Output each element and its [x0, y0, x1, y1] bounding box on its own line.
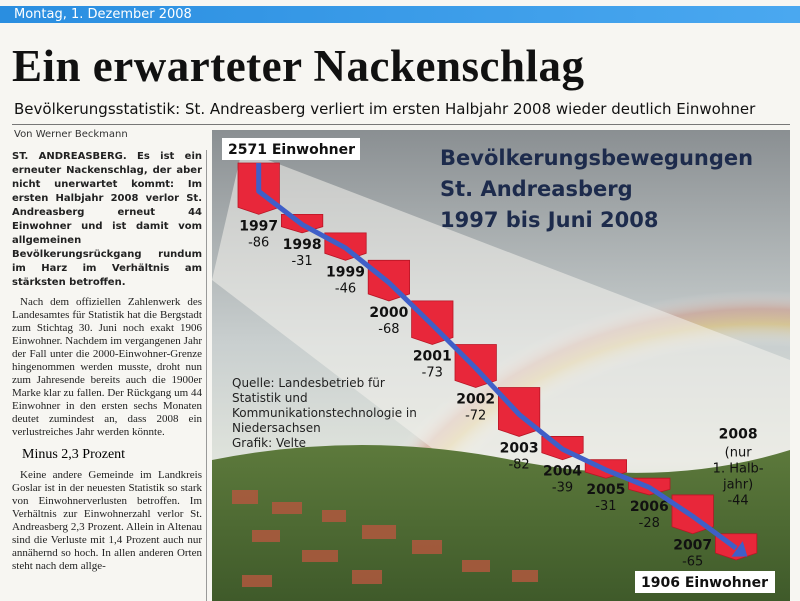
article: ST. ANDREASBERG. Es ist ein erneuter Nac…	[12, 150, 202, 601]
column-rule	[206, 150, 207, 601]
subheading: Minus 2,3 Prozent	[22, 447, 126, 462]
paragraph: Nach dem offiziellen Zahlenwerk des Land…	[12, 296, 202, 438]
rule	[12, 124, 790, 125]
category-label: 1998	[283, 237, 322, 253]
note: (nur	[725, 446, 753, 461]
label-box	[222, 138, 360, 160]
category-label: 2008	[719, 427, 758, 443]
chart-svg: Bevölkerungsbewegungen St. Andreasberg 199…	[212, 130, 790, 601]
date: Montag, 1. Dezember 2008	[14, 7, 192, 22]
source: Quelle: Landesbetrieb für Statistik und …	[232, 376, 422, 451]
category-label: 1999	[326, 264, 365, 280]
value-label: -73	[422, 365, 443, 380]
note: jahr)	[722, 478, 753, 493]
category-label: 2007	[673, 538, 712, 554]
date-bar: Montag, 1. Dezember 2008	[0, 6, 800, 23]
category-label: 2000	[369, 305, 408, 321]
category-label: 2002	[456, 391, 495, 407]
chart-title-line: St. Andreasberg	[440, 177, 633, 201]
value-label: -46	[335, 281, 356, 296]
category-label: 2001	[413, 348, 452, 364]
value-label: -44	[727, 494, 748, 509]
category-label: 2003	[500, 440, 539, 456]
start-label: 2571 Einwohner	[228, 142, 355, 158]
chart-title-line: 1997 bis Juni 2008	[440, 208, 658, 232]
value-label: -82	[508, 457, 529, 472]
subtitle: Bevölkerungsstatistik: St. Andreasberg v…	[14, 100, 756, 118]
lead: ST. ANDREASBERG. Es ist ein erneuter Nac…	[12, 151, 202, 288]
end-label: 1906 Einwohner	[641, 575, 768, 591]
value-label: -31	[291, 254, 312, 269]
category-label: 2005	[586, 482, 625, 498]
source-text: Quelle: Landesbetrieb für Statistik und …	[232, 376, 417, 435]
town	[232, 490, 538, 587]
credit: Grafik: Velte	[232, 436, 307, 450]
category-label: 2006	[630, 499, 669, 515]
note: 1. Halb-	[713, 462, 764, 477]
chart-title-line: Bevölkerungsbewegungen	[440, 146, 753, 170]
category-label: 2004	[543, 464, 582, 480]
byline: Von Werner Beckmann	[14, 129, 128, 140]
chart-title: Bevölkerungsbewegungen St. Andreasberg 199…	[440, 146, 753, 232]
paragraph: Keine andere Gemeinde im Landkreis Gosla…	[12, 469, 202, 572]
value-label: -28	[639, 516, 660, 531]
value-label: -68	[378, 322, 399, 337]
value-label: -72	[465, 408, 486, 423]
value-label: -31	[595, 499, 616, 514]
trend-arrow	[256, 163, 738, 551]
trend-arrowhead	[731, 541, 748, 557]
value-label: -86	[248, 235, 269, 250]
chart: Bevölkerungsbewegungen St. Andreasberg 199…	[212, 130, 790, 601]
value-label: -65	[682, 555, 703, 570]
value-label: -39	[552, 481, 573, 496]
label-box	[635, 571, 775, 593]
headline: Ein erwarteter Nackenschlag	[12, 41, 585, 91]
category-label: 1997	[239, 218, 278, 234]
